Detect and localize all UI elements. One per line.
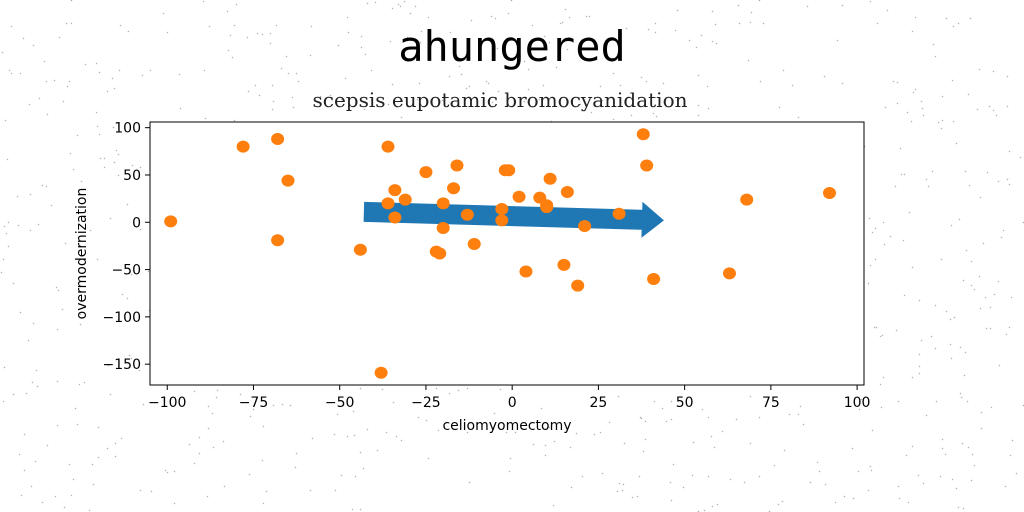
x-tick-label: 25 bbox=[589, 395, 607, 411]
point-layer bbox=[164, 128, 837, 379]
scatter-point bbox=[433, 247, 447, 260]
x-tick-label: −50 bbox=[325, 395, 355, 411]
scatter-point bbox=[447, 182, 461, 195]
scatter-point bbox=[450, 159, 464, 172]
x-tick-label: 75 bbox=[762, 395, 780, 411]
scatter-point bbox=[640, 159, 654, 172]
y-tick-label: −50 bbox=[111, 263, 141, 279]
scatter-point bbox=[571, 279, 585, 292]
scatter-point bbox=[236, 140, 250, 153]
plot-area bbox=[149, 121, 865, 386]
scatter-point bbox=[540, 201, 554, 214]
scatter-point bbox=[388, 211, 402, 224]
scatter-point bbox=[502, 164, 516, 177]
scatter-point bbox=[467, 238, 481, 251]
scatter-point bbox=[419, 166, 433, 179]
arrow-layer bbox=[363, 201, 664, 238]
scatter-point bbox=[519, 265, 533, 278]
scatter-point bbox=[612, 207, 626, 220]
x-tick-label: 100 bbox=[844, 395, 871, 411]
x-tick-label: 0 bbox=[508, 395, 517, 411]
arrow-mark bbox=[363, 201, 664, 238]
y-axis-label: overmodernization bbox=[74, 188, 90, 320]
scatter-point bbox=[647, 273, 661, 286]
chart-title: ahungered bbox=[398, 22, 626, 71]
scatter-point bbox=[578, 220, 592, 233]
scatter-point bbox=[557, 258, 571, 271]
x-tick-label: 50 bbox=[676, 395, 694, 411]
x-tick-label: −75 bbox=[239, 395, 269, 411]
scatter-point bbox=[543, 172, 557, 185]
scatter-point bbox=[353, 243, 367, 256]
y-tick-label: 50 bbox=[123, 168, 141, 184]
scatter-point bbox=[722, 267, 736, 280]
scatter-point bbox=[495, 203, 509, 216]
scatter-point bbox=[460, 208, 474, 221]
scatter-point bbox=[636, 128, 650, 141]
scatter-point bbox=[374, 366, 388, 379]
y-tick-label: 0 bbox=[132, 215, 141, 231]
scatter-point bbox=[388, 184, 402, 197]
scatter-point bbox=[381, 140, 395, 153]
x-axis-label: celiomyomectomy bbox=[442, 418, 571, 434]
scatter-point bbox=[512, 190, 526, 203]
scatter-point bbox=[271, 133, 285, 146]
tick-layer: −100 −75 −50 −25 0 25 50 75 100 100 50 0 −50 −100 −150 bbox=[103, 121, 871, 411]
scatter-point bbox=[436, 221, 450, 234]
scatter-point bbox=[164, 215, 178, 228]
scatter-point bbox=[560, 186, 574, 199]
scatter-point bbox=[281, 174, 295, 187]
x-tick-label: −100 bbox=[148, 395, 186, 411]
scatter-point bbox=[381, 197, 395, 210]
scatter-point bbox=[740, 193, 754, 206]
y-tick-label: −100 bbox=[103, 310, 141, 326]
scatter-point bbox=[823, 186, 837, 199]
scatter-point bbox=[398, 193, 412, 206]
scatter-point bbox=[271, 234, 285, 247]
y-tick-label: 100 bbox=[114, 121, 141, 137]
x-tick-label: −25 bbox=[411, 395, 441, 411]
chart-subtitle: scepsis eupotamic bromocyanidation bbox=[312, 88, 688, 112]
scatter-point bbox=[436, 197, 450, 210]
scatter-point bbox=[495, 214, 509, 227]
y-tick-label: −150 bbox=[103, 357, 141, 373]
